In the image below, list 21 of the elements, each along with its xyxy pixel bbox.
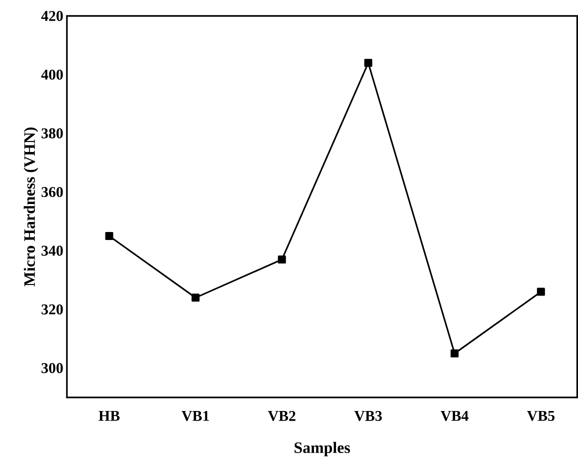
x-axis-title: Samples — [294, 442, 350, 456]
y-tick-label: 360 — [42, 187, 63, 198]
x-tick-label: VB1 — [182, 411, 209, 422]
point — [105, 232, 114, 240]
y-tick-label: 380 — [42, 128, 63, 139]
point — [364, 59, 372, 68]
x-tick-label: VB2 — [268, 411, 296, 422]
x-tick-label: VB5 — [527, 411, 554, 422]
point — [536, 288, 545, 296]
y-tick-label: 300 — [42, 363, 63, 374]
point — [278, 256, 286, 264]
y-tick-label: 400 — [41, 70, 63, 80]
y-tick-label: 420 — [41, 11, 63, 22]
x-tick-label: VB4 — [440, 411, 468, 422]
x-tick-label: HB — [98, 411, 120, 421]
x-tick-label: VB3 — [354, 411, 382, 422]
point — [192, 294, 200, 302]
y-tick-label: 340 — [42, 246, 63, 256]
point — [450, 350, 459, 358]
y-tick-label: 320 — [42, 304, 63, 315]
y-axis-title: Micro Hardness (VHN) — [24, 128, 38, 286]
